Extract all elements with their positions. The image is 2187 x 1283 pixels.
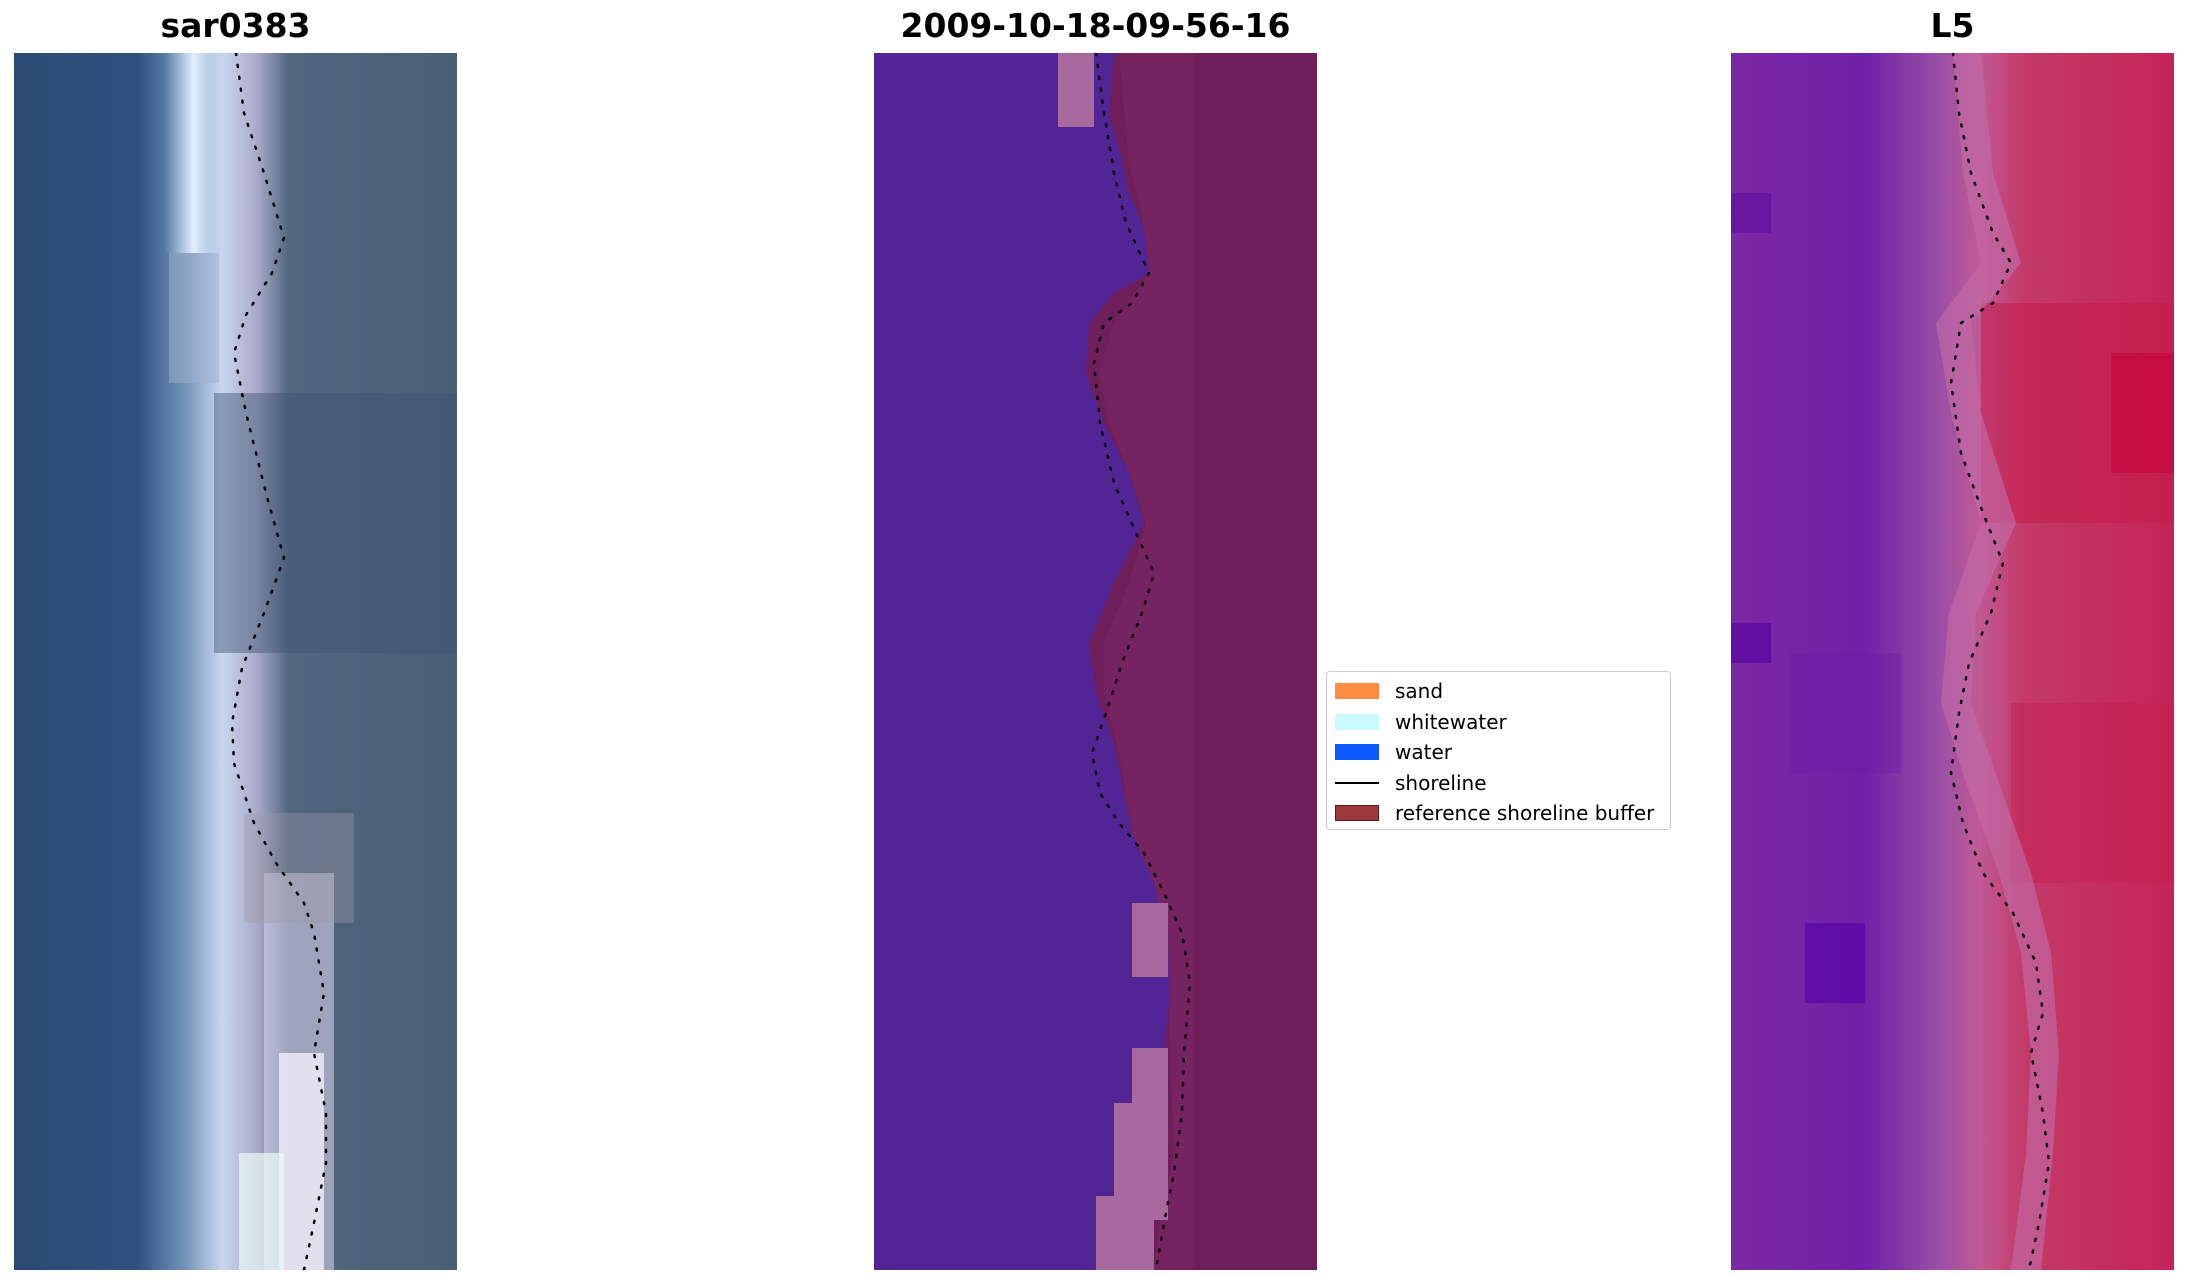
middle-panel-title: 2009-10-18-09-56-16 [900,6,1291,45]
rgb-image-panel [14,53,457,1270]
legend-label-reference-buffer: reference shoreline buffer [1395,801,1655,826]
legend-item-whitewater: whitewater [1335,707,1660,738]
legend-label-whitewater: whitewater [1395,709,1507,734]
legend-label-water: water [1395,740,1452,765]
index-image [1731,53,2174,1270]
legend-item-reference-buffer: reference shoreline buffer [1335,798,1660,829]
sand-swatch [1335,683,1379,700]
shoreline-swatch [1335,775,1379,791]
legend: sand whitewater water shoreline referenc… [1326,671,1671,830]
shoreline-left [230,53,328,1270]
rgb-image [14,53,457,1270]
whitewater-swatch [1335,713,1379,730]
shoreline-middle [1090,53,1192,1270]
right-panel-title: L5 [1930,6,1975,45]
water-swatch [1335,744,1379,761]
legend-item-water: water [1335,737,1660,768]
legend-label-shoreline: shoreline [1395,770,1487,795]
legend-item-shoreline: shoreline [1335,768,1660,799]
left-panel-title: sar0383 [160,6,311,45]
legend-item-sand: sand [1335,676,1660,707]
index-image-panel [1731,53,2174,1270]
reference-buffer-swatch [1335,805,1379,822]
classification-panel [874,53,1317,1270]
legend-label-sand: sand [1395,679,1444,704]
classification-image [874,53,1317,1270]
